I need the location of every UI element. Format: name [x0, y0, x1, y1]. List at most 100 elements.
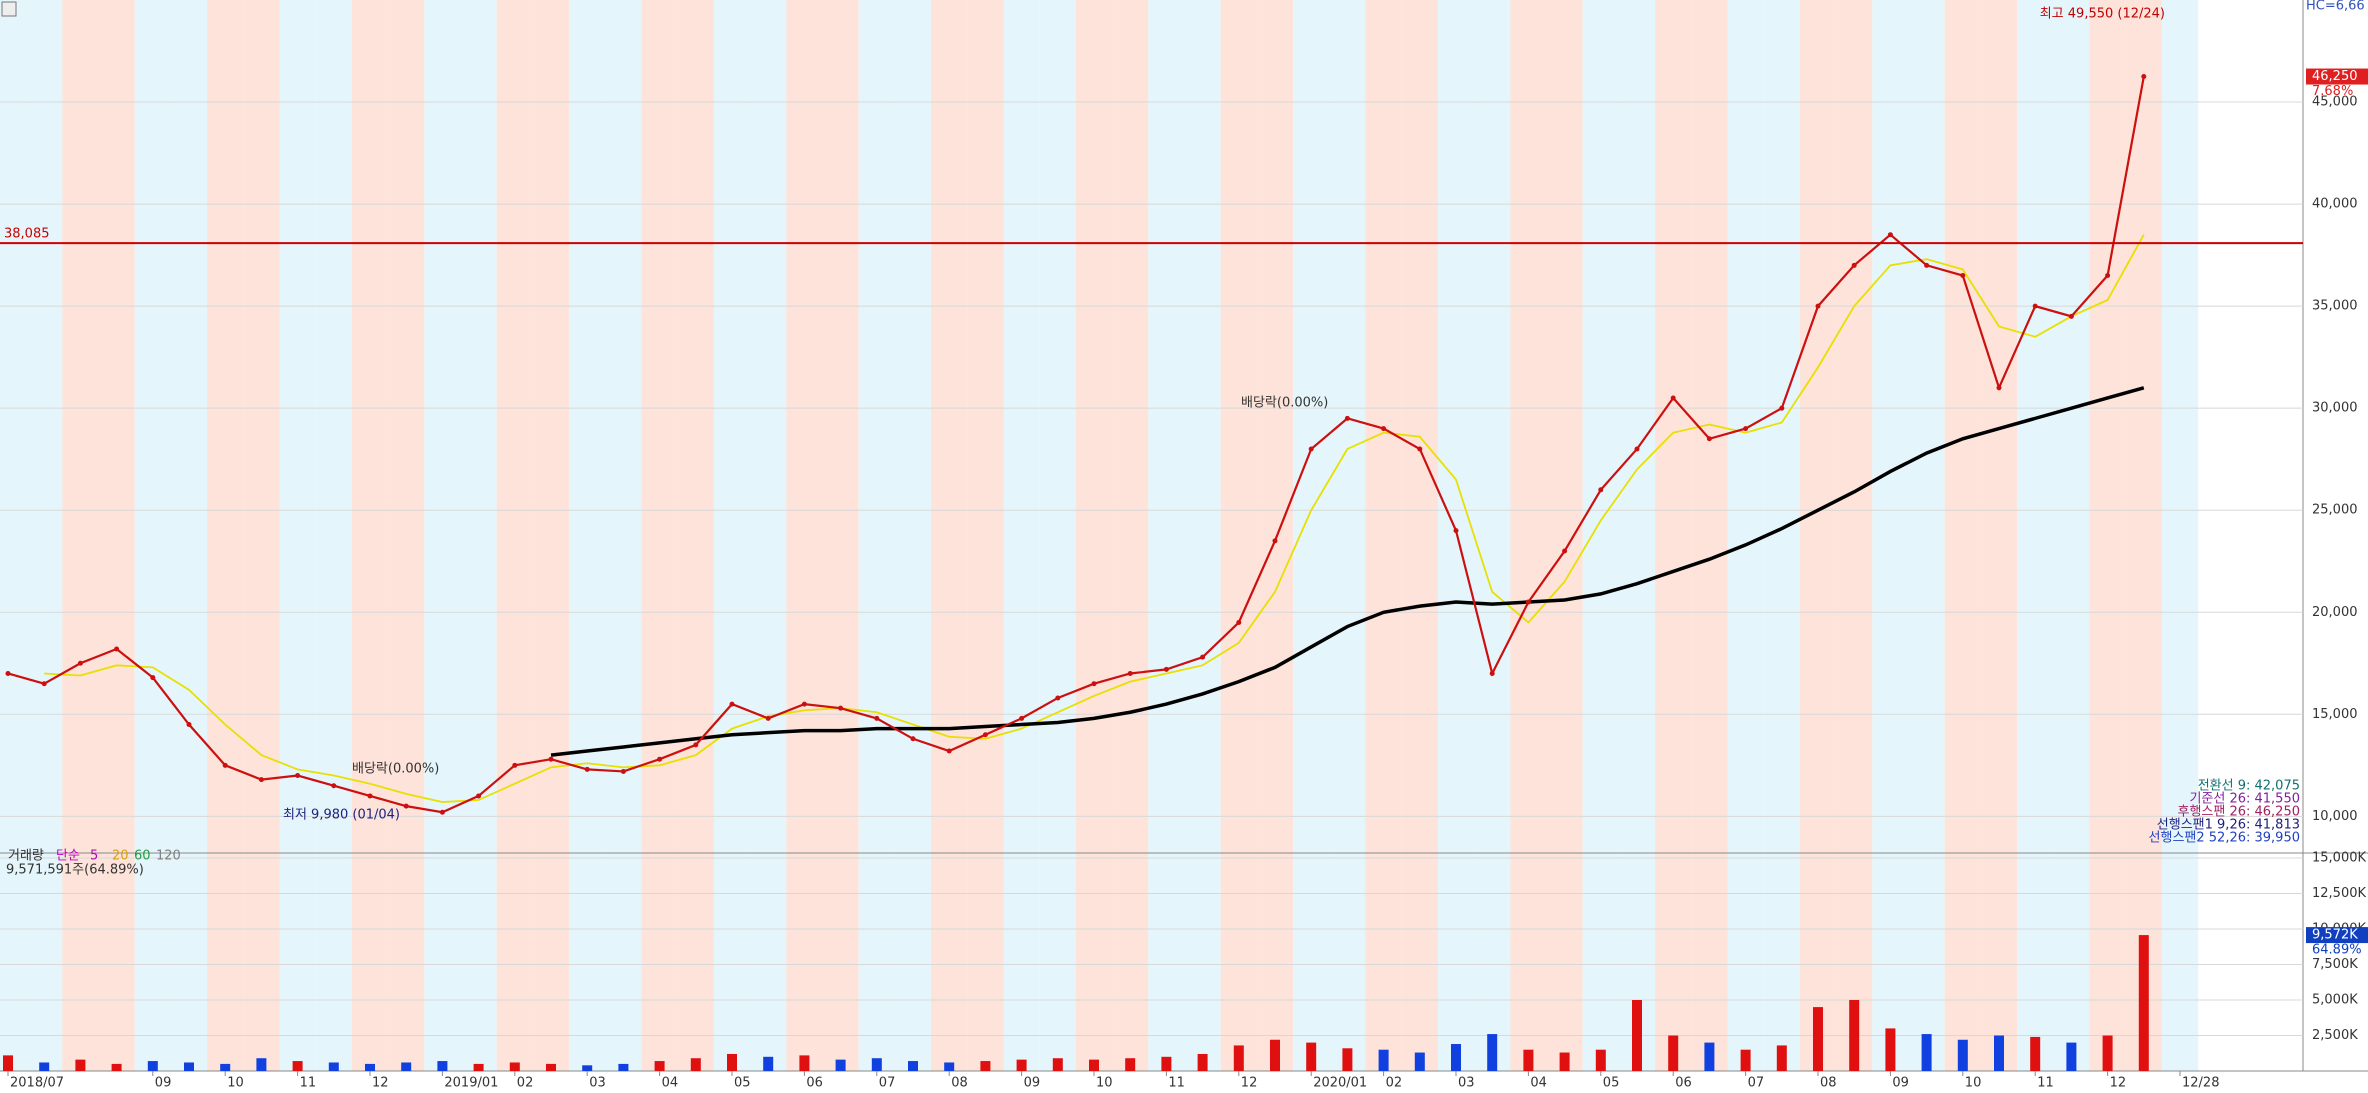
last-volume-label: 9,572K — [2312, 928, 2358, 943]
period-band — [1799, 0, 1837, 1071]
period-band — [1256, 0, 1294, 1071]
period-band — [1148, 0, 1185, 1071]
last-price-box — [2306, 68, 2368, 85]
legend-title: 단순 — [56, 849, 80, 864]
volume-bar — [980, 1061, 991, 1071]
price-point — [439, 809, 445, 815]
volume-info: 9,571,591주(64.89%) — [6, 863, 144, 878]
y-tick-label: 30,000 — [2312, 401, 2358, 416]
price-point — [1308, 446, 1314, 452]
price-point — [910, 736, 916, 742]
x-tick-label: 02 — [517, 1076, 534, 1091]
volume-bar — [1016, 1059, 1027, 1071]
period-band — [1437, 0, 1475, 1071]
y-tick-label: 45,000 — [2312, 95, 2358, 110]
price-point — [295, 773, 301, 779]
period-band — [967, 0, 1004, 1071]
price-point — [1453, 528, 1459, 534]
period-band — [1112, 0, 1149, 1071]
period-band — [1727, 0, 1764, 1071]
period-band — [1618, 0, 1656, 1071]
volume-bar — [1921, 1034, 1932, 1071]
period-band — [1655, 0, 1692, 1071]
volume-bar — [2066, 1042, 2077, 1071]
price-point — [1019, 715, 1025, 721]
period-band — [750, 0, 787, 1071]
legend-entry: 20 — [112, 849, 129, 864]
y-tick-label: 12,500K — [2312, 886, 2366, 901]
x-tick-label: 03 — [589, 1076, 606, 1091]
volume-bar — [1378, 1049, 1389, 1071]
price-point — [1996, 385, 2002, 391]
menu-button[interactable] — [1, 1, 17, 17]
period-band — [1003, 0, 1040, 1071]
volume-bar — [1559, 1052, 1570, 1071]
period-band — [1365, 0, 1402, 1071]
price-point — [657, 756, 663, 762]
volume-bar — [365, 1063, 375, 1071]
corner-text: HC=6,66 — [2306, 0, 2365, 14]
volume-bar — [690, 1058, 701, 1071]
period-band — [207, 0, 244, 1071]
volume-bar — [1776, 1045, 1787, 1071]
price-point — [258, 777, 264, 783]
x-tick-label: 04 — [1530, 1076, 1547, 1091]
dividend-note: 배당락(0.00%) — [352, 762, 439, 777]
x-tick-label: 10 — [1096, 1076, 1113, 1091]
period-band — [894, 0, 932, 1071]
period-band — [1039, 0, 1076, 1071]
price-point — [403, 803, 409, 809]
price-point — [222, 762, 228, 768]
period-band — [677, 0, 714, 1071]
x-tick-label: 04 — [662, 1076, 679, 1091]
price-line — [7, 76, 2145, 814]
x-tick-label: 05 — [1603, 1076, 1620, 1091]
volume-bar — [220, 1063, 231, 1071]
moving-average-line — [550, 386, 2145, 757]
x-tick-label: 12 — [372, 1076, 389, 1091]
legend-entry: 5 — [90, 849, 98, 864]
period-band — [279, 0, 316, 1071]
volume-bar — [1487, 1034, 1498, 1071]
price-point — [729, 701, 735, 707]
period-band — [1293, 0, 1330, 1071]
x-tick-label: 12/28 — [2182, 1076, 2219, 1091]
price-point — [1055, 695, 1061, 701]
volume-bar — [1849, 1000, 1860, 1071]
period-band — [2125, 0, 2162, 1071]
price-point — [2032, 303, 2038, 309]
volume-bar — [1595, 1049, 1606, 1071]
volume-bar — [908, 1061, 918, 1071]
price-point — [874, 715, 880, 721]
price-point — [367, 793, 373, 799]
period-band — [1980, 0, 2018, 1071]
price-point — [512, 762, 518, 768]
price-point — [77, 660, 83, 666]
volume-bar — [1632, 1000, 1642, 1071]
period-band — [315, 0, 352, 1071]
volume-title: 거래량 — [8, 849, 44, 864]
period-band — [170, 0, 208, 1071]
price-point — [1960, 273, 1966, 279]
period-band — [713, 0, 751, 1071]
legend-entry: 120 — [156, 849, 181, 864]
volume-bar — [1704, 1042, 1715, 1071]
price-point — [765, 715, 771, 721]
period-band — [98, 0, 135, 1071]
period-band — [1329, 0, 1366, 1071]
volume-bar — [147, 1061, 158, 1071]
price-point — [1417, 446, 1423, 452]
volume-bar — [292, 1061, 303, 1071]
price-point — [1779, 405, 1785, 411]
period-band — [2089, 0, 2126, 1071]
price-point — [1381, 426, 1387, 432]
y-tick-label: 15,000 — [2312, 707, 2358, 722]
period-band — [1220, 0, 1257, 1071]
price-point — [1489, 670, 1495, 676]
volume-bar — [473, 1063, 484, 1071]
price-point — [1851, 262, 1857, 268]
volume-bar — [3, 1055, 13, 1071]
x-tick-label: 12 — [2110, 1076, 2127, 1091]
x-tick-label: 03 — [1458, 1076, 1475, 1091]
price-point — [982, 732, 988, 738]
